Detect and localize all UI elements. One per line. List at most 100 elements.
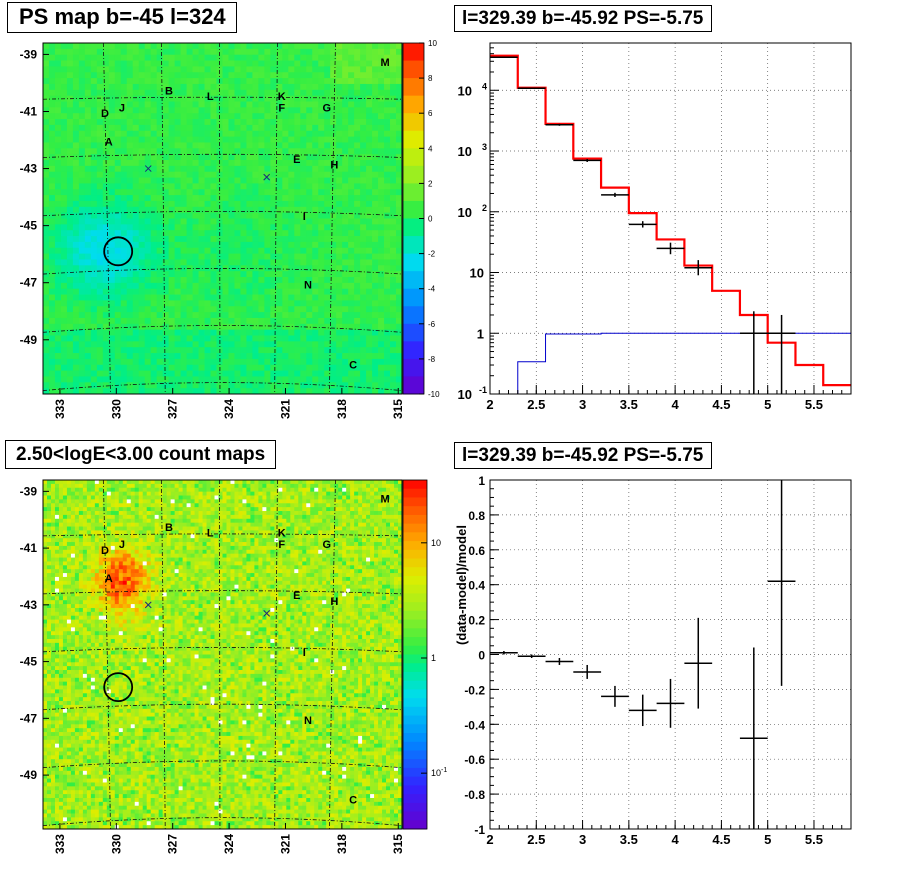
- map-pixel: [58, 534, 64, 539]
- map-pixel: [90, 382, 98, 389]
- map-pixel: [240, 119, 247, 126]
- map-pixel: [270, 329, 277, 336]
- map-pixel: [46, 631, 52, 636]
- map-pixel: [192, 113, 199, 120]
- map-pixel: [252, 317, 259, 325]
- map-pixel: [246, 130, 253, 137]
- map-pixel: [306, 236, 313, 243]
- map-pixel: [186, 364, 193, 371]
- map-pixel: [126, 288, 134, 295]
- map-pixel: [120, 95, 128, 102]
- map-pixel: [306, 101, 313, 108]
- map-pixel: [114, 72, 122, 79]
- map-pixel: [390, 341, 397, 348]
- map-pixel: [43, 271, 50, 278]
- colorbar-segment: [403, 148, 424, 167]
- map-pixel: [228, 206, 235, 214]
- map-pixel: [210, 335, 217, 342]
- map-pixel: [216, 218, 223, 225]
- map-pixel: [360, 48, 367, 56]
- map-pixel: [162, 113, 170, 120]
- map-pixel: [82, 607, 88, 613]
- map-pixel: [43, 177, 50, 184]
- map-pixel: [150, 195, 158, 202]
- map-pixel: [198, 154, 205, 161]
- map-pixel: [396, 189, 402, 196]
- map-pixel: [66, 600, 72, 605]
- map-pixel: [62, 813, 68, 818]
- map-pixel: [108, 218, 116, 225]
- map-pixel: [240, 113, 247, 120]
- map-pixel: [204, 253, 211, 260]
- map-pixel: [306, 95, 313, 102]
- map-pixel: [360, 60, 367, 67]
- map-pixel: [150, 142, 158, 149]
- map-pixel: [264, 72, 271, 79]
- map-pixel: [78, 638, 84, 644]
- map-pixel: [43, 491, 48, 496]
- map-pixel: [258, 218, 265, 225]
- map-pixel: [86, 751, 92, 756]
- map-pixel: [82, 511, 88, 516]
- map-pixel: [66, 48, 74, 56]
- map-pixel: [46, 576, 52, 582]
- map-pixel: [43, 790, 48, 795]
- map-pixel: [192, 300, 199, 307]
- map-pixel: [282, 259, 289, 266]
- map-pixel: [46, 499, 52, 504]
- map-pixel: [342, 306, 349, 313]
- map-pixel: [168, 107, 176, 114]
- map-pixel: [78, 370, 86, 377]
- map-pixel: [258, 171, 265, 178]
- map-pixel: [246, 48, 253, 56]
- map-pixel: [246, 160, 253, 167]
- map-pixel: [66, 712, 72, 717]
- map-pixel: [192, 119, 199, 126]
- map-pixel: [102, 224, 110, 231]
- map-pixel: [58, 565, 64, 570]
- map-pixel: [198, 236, 205, 243]
- map-pixel: [54, 72, 62, 79]
- map-pixel: [300, 72, 307, 79]
- map-pixel: [282, 165, 289, 173]
- map-pixel: [43, 382, 50, 389]
- map-pixel: [366, 83, 373, 91]
- map-pixel: [300, 171, 307, 178]
- map-pixel: [306, 323, 313, 331]
- map-pixel: [324, 247, 331, 254]
- map-pixel: [252, 306, 259, 313]
- map-pixel: [270, 113, 277, 120]
- map-pixel: [150, 241, 158, 249]
- map-pixel: [50, 759, 56, 764]
- map-pixel: [43, 358, 50, 366]
- map-pixel: [74, 584, 80, 589]
- map-pixel: [94, 662, 100, 667]
- map-pixel: [54, 716, 60, 721]
- map-pixel: [60, 364, 68, 371]
- latitude-line: [43, 325, 402, 333]
- map-pixel: [86, 681, 92, 686]
- map-pixel: [70, 724, 76, 729]
- map-pixel: [78, 592, 84, 597]
- map-pixel: [264, 54, 271, 61]
- map-pixel: [348, 66, 355, 73]
- map-pixel: [120, 358, 128, 366]
- map-pixel: [84, 224, 92, 231]
- map-pixel: [372, 171, 379, 178]
- map-pixel: [90, 341, 98, 348]
- map-pixel: [252, 323, 259, 331]
- map-pixel: [43, 83, 50, 91]
- map-pixel: [330, 259, 337, 266]
- map-pixel: [70, 790, 76, 795]
- map-pixel: [98, 565, 104, 570]
- map-pixel: [396, 341, 402, 348]
- map-pixel: [144, 195, 152, 202]
- map-pixel: [126, 382, 134, 389]
- map-pixel: [348, 335, 355, 342]
- map-pixel: [48, 358, 56, 366]
- map-pixel: [228, 265, 235, 272]
- map-pixel: [86, 716, 92, 721]
- map-pixel: [90, 495, 96, 500]
- map-pixel: [318, 230, 325, 237]
- map-pixel: [70, 658, 76, 663]
